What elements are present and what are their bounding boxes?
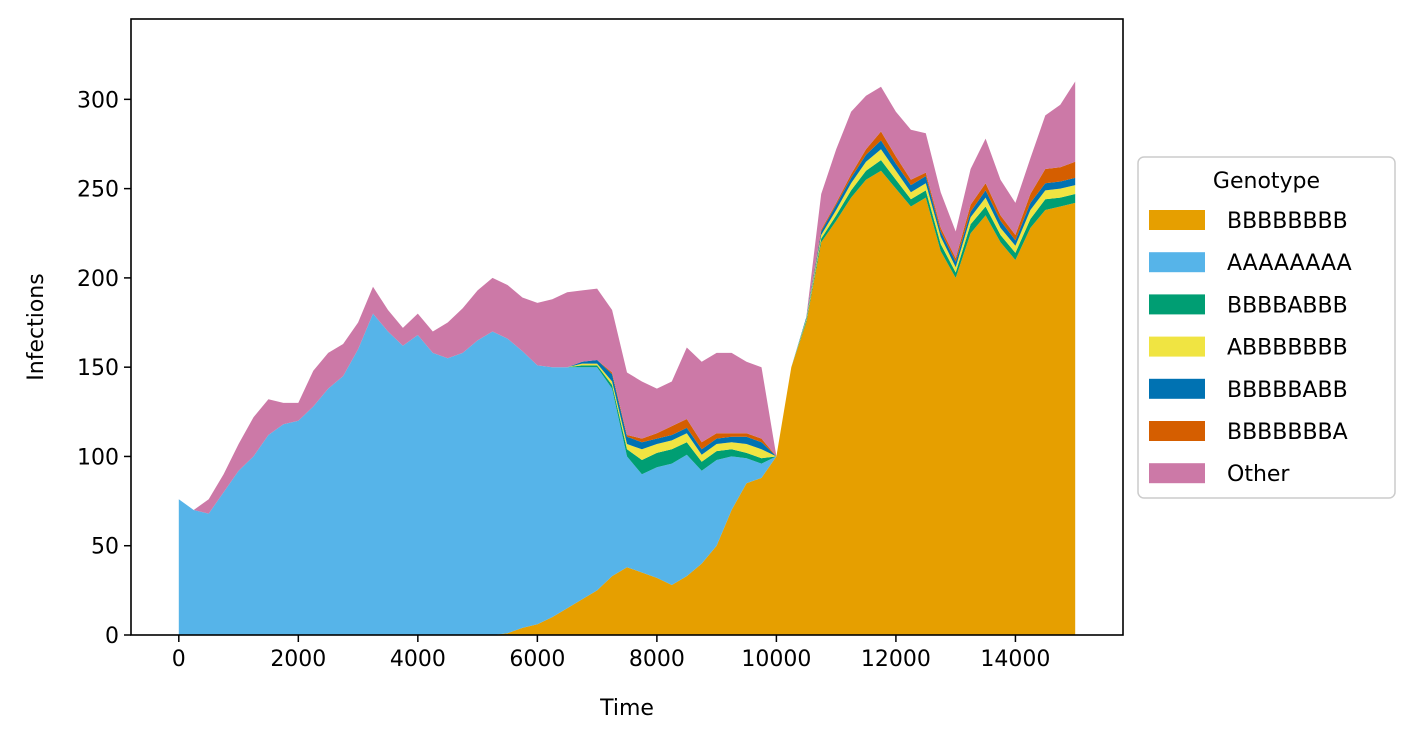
legend-swatch xyxy=(1149,294,1205,315)
legend-swatch xyxy=(1149,378,1205,399)
area-series-aaaaaaaa xyxy=(178,170,1076,636)
legend-label: BBBBBABB xyxy=(1227,378,1348,403)
legend-items: BBBBBBBB AAAAAAAA BBBBABBB ABBBBBBB BBBBBABB… xyxy=(1149,209,1352,487)
x-tick-label: 2000 xyxy=(270,647,326,672)
legend-label: BBBBBBBB xyxy=(1227,209,1348,234)
y-tick-label: 0 xyxy=(105,624,119,649)
legend-label: BBBBABBB xyxy=(1227,293,1348,318)
x-axis-label: Time xyxy=(599,696,654,721)
x-tick-label: 4000 xyxy=(390,647,446,672)
x-tick-label: 10000 xyxy=(741,647,811,672)
y-tick-label: 50 xyxy=(91,535,119,560)
legend-label: AAAAAAAA xyxy=(1227,251,1352,276)
legend-label: ABBBBBBB xyxy=(1227,336,1348,361)
x-tick-label: 0 xyxy=(172,647,186,672)
y-tick-label: 150 xyxy=(77,356,119,381)
legend-label: Other xyxy=(1227,462,1290,487)
y-tick-label: 200 xyxy=(77,267,119,292)
area-series-bbbbbbbb xyxy=(178,170,1076,636)
area-series-bbbbbabb xyxy=(178,140,1076,514)
legend-label: BBBBBBBA xyxy=(1227,420,1348,445)
legend-swatch xyxy=(1149,463,1205,484)
legend-swatch xyxy=(1149,421,1205,441)
legend-swatch xyxy=(1149,252,1205,273)
legend-title: Genotype xyxy=(1213,169,1320,194)
plot-area xyxy=(178,81,1076,636)
legend-swatch xyxy=(1149,336,1205,357)
legend-box xyxy=(1137,156,1396,499)
x-tick-label: 8000 xyxy=(629,647,685,672)
x-tick-label: 12000 xyxy=(861,647,931,672)
plot-frame xyxy=(130,18,1124,636)
y-tick-label: 100 xyxy=(77,445,119,470)
x-axis: 0 2000 4000 6000 8000 10000 12000 14000 xyxy=(172,635,1050,672)
y-tick-label: 300 xyxy=(77,88,119,113)
legend-swatch xyxy=(1149,210,1205,230)
area-series-other xyxy=(178,81,1076,514)
legend: Genotype BBBBBBBB AAAAAAAA BBBBABBB ABBBBBB… xyxy=(1137,156,1396,499)
y-axis: 0 50 100 150 200 250 300 xyxy=(77,88,131,649)
y-axis-label: Infections xyxy=(24,273,49,380)
x-tick-label: 14000 xyxy=(980,647,1050,672)
y-tick-label: 250 xyxy=(77,178,119,203)
x-tick-label: 6000 xyxy=(509,647,565,672)
